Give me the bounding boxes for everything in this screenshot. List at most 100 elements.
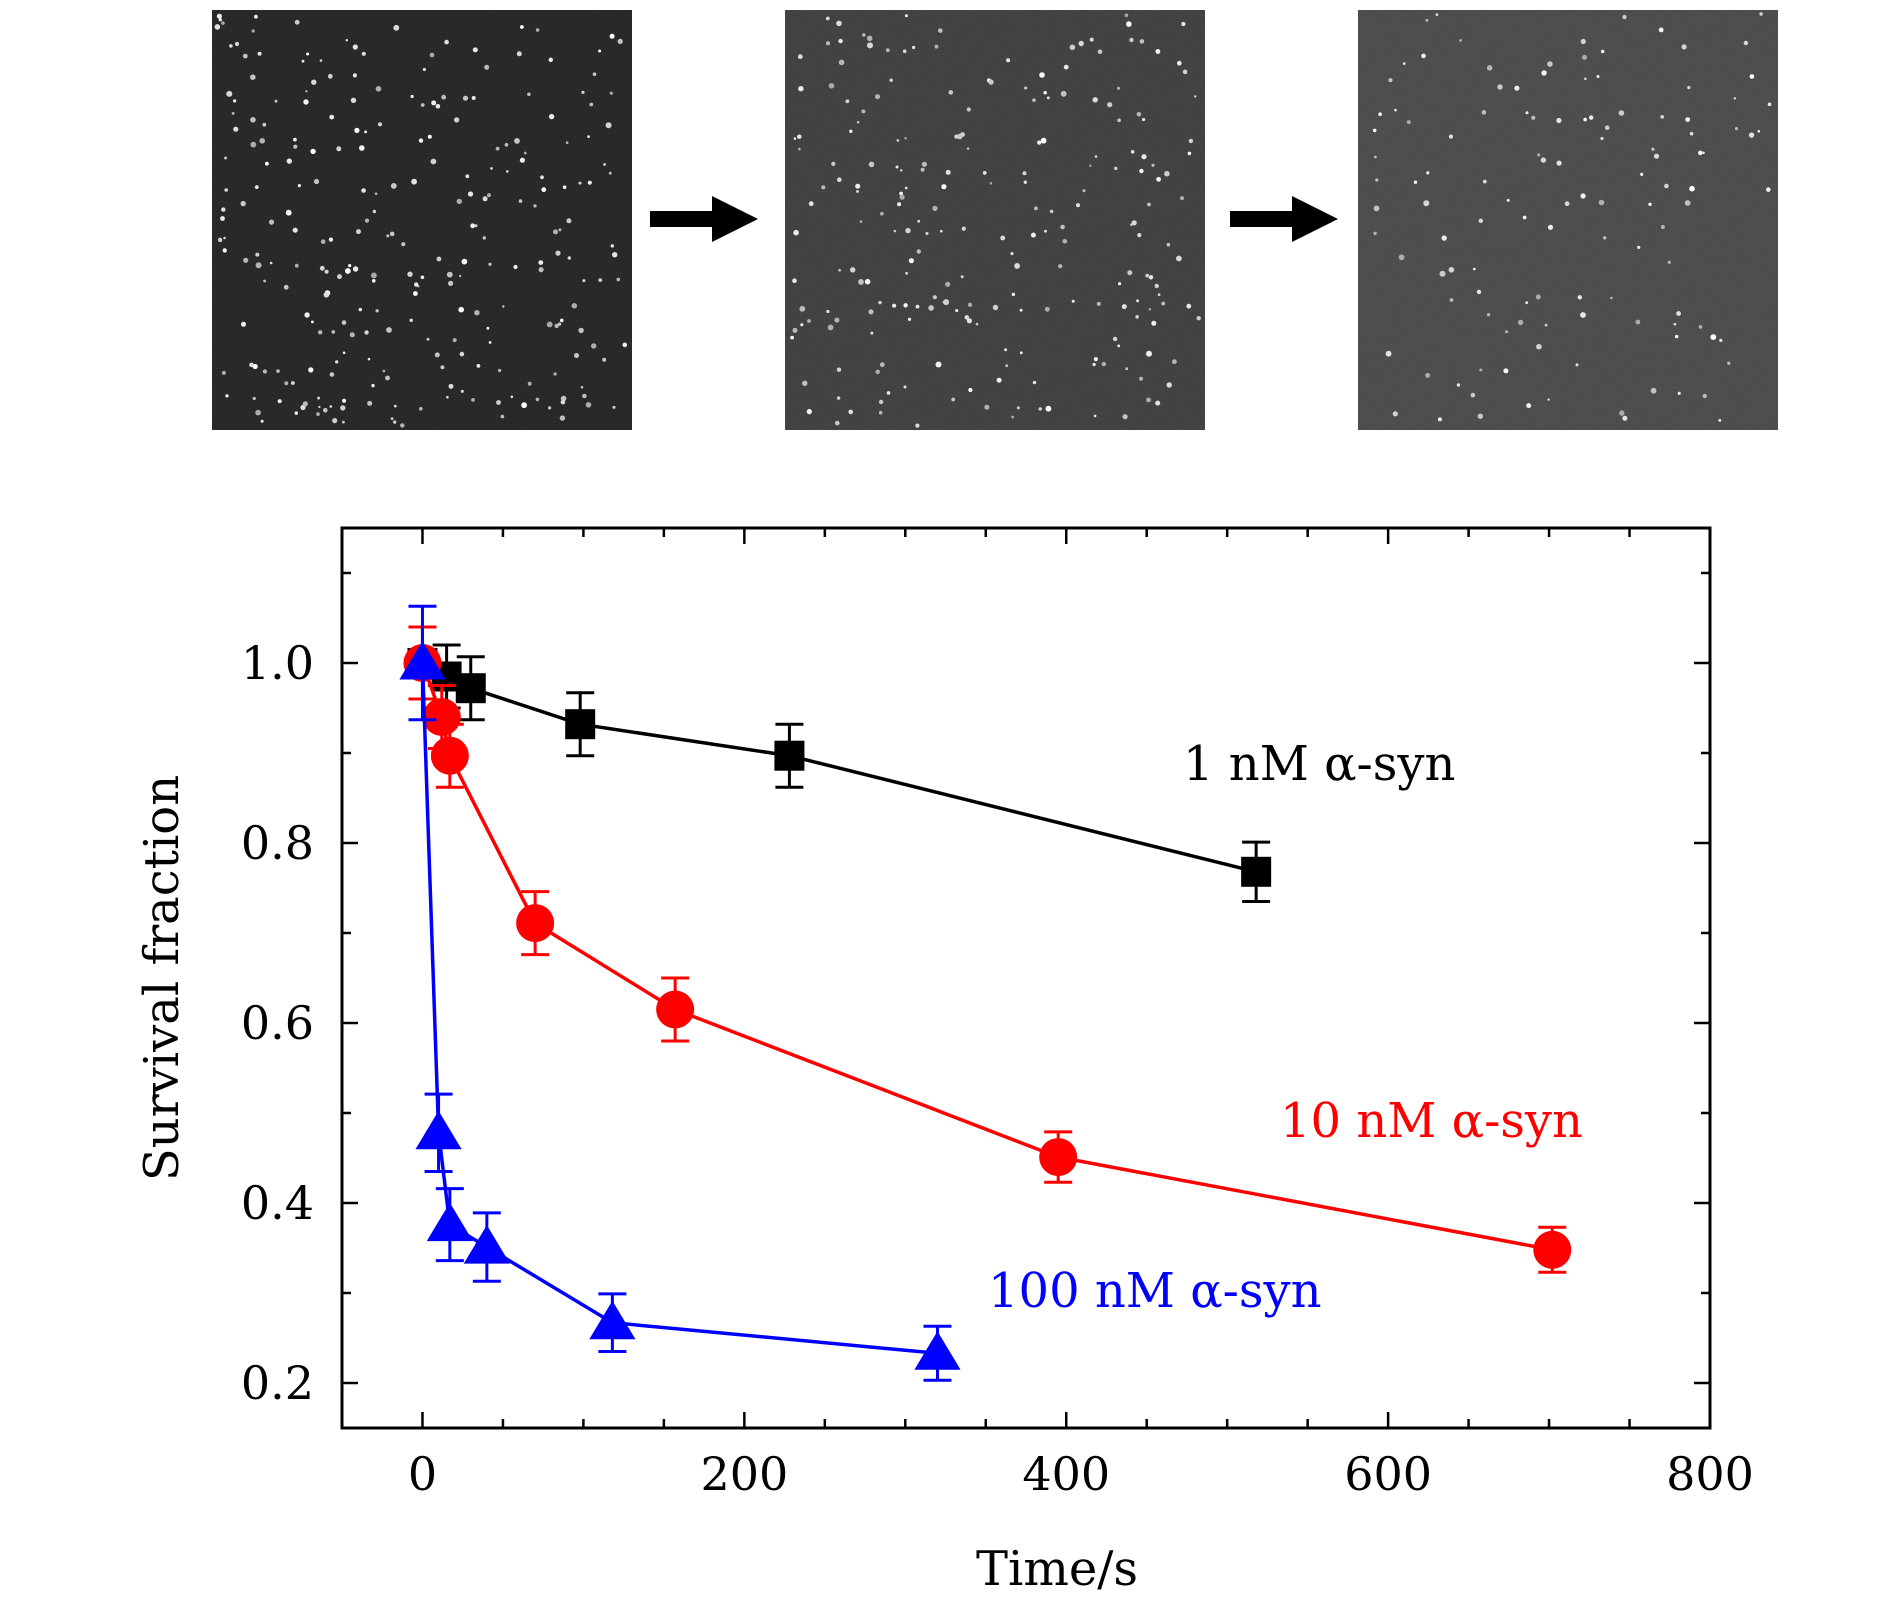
speckle bbox=[1146, 350, 1152, 357]
speckle bbox=[390, 417, 394, 420]
speckle bbox=[1030, 232, 1036, 238]
speckle bbox=[1676, 311, 1681, 316]
speckle bbox=[498, 368, 502, 373]
y-tick-label: 1.0 bbox=[241, 636, 314, 690]
speckle bbox=[304, 312, 310, 318]
speckle bbox=[249, 362, 254, 368]
speckle bbox=[1556, 117, 1562, 124]
micrograph-1 bbox=[212, 10, 632, 430]
speckle bbox=[1437, 417, 1442, 422]
speckle bbox=[880, 211, 884, 216]
speckle bbox=[1063, 64, 1069, 70]
speckle bbox=[444, 39, 449, 45]
speckle bbox=[580, 385, 584, 389]
speckle bbox=[565, 141, 569, 145]
speckle bbox=[294, 263, 299, 268]
speckle bbox=[407, 271, 413, 277]
speckle bbox=[1014, 263, 1020, 269]
speckle bbox=[294, 19, 300, 25]
speckle bbox=[1660, 115, 1665, 119]
speckle bbox=[1093, 414, 1097, 418]
speckle bbox=[826, 309, 830, 314]
speckle bbox=[961, 226, 966, 231]
speckle bbox=[861, 109, 866, 114]
speckle bbox=[1092, 97, 1098, 103]
speckle bbox=[284, 381, 289, 386]
speckle bbox=[1749, 74, 1755, 79]
speckle bbox=[319, 265, 325, 271]
speckle bbox=[358, 307, 362, 312]
speckle bbox=[401, 242, 406, 247]
speckle bbox=[1124, 13, 1129, 18]
speckle bbox=[1141, 154, 1147, 160]
speckle bbox=[1698, 325, 1703, 329]
speckle bbox=[1580, 312, 1586, 318]
speckle bbox=[1766, 187, 1771, 192]
speckle bbox=[1637, 245, 1641, 249]
speckle bbox=[1734, 127, 1739, 131]
speckle bbox=[1547, 398, 1550, 401]
speckle bbox=[486, 326, 490, 330]
data-point bbox=[430, 736, 469, 775]
speckle bbox=[504, 143, 509, 147]
speckle bbox=[1687, 86, 1691, 90]
speckle bbox=[940, 229, 943, 233]
speckle bbox=[1107, 102, 1113, 108]
speckle bbox=[1536, 343, 1542, 350]
speckle bbox=[878, 399, 884, 405]
speckle bbox=[436, 256, 442, 262]
speckle bbox=[1448, 134, 1453, 139]
speckle bbox=[1032, 380, 1037, 385]
speckle bbox=[932, 205, 938, 211]
speckle bbox=[903, 385, 907, 389]
speckle bbox=[826, 41, 830, 46]
speckle bbox=[420, 103, 425, 107]
speckle bbox=[233, 126, 239, 132]
speckle bbox=[348, 264, 352, 268]
speckle bbox=[988, 79, 994, 85]
speckle bbox=[885, 48, 890, 53]
speckle bbox=[1118, 282, 1122, 286]
speckle bbox=[242, 53, 248, 59]
speckle bbox=[790, 335, 794, 340]
speckle bbox=[1402, 62, 1406, 65]
speckle bbox=[1547, 61, 1553, 67]
speckle bbox=[541, 187, 547, 193]
speckle bbox=[214, 24, 221, 30]
speckle bbox=[1142, 117, 1146, 122]
speckle bbox=[1096, 301, 1101, 306]
speckle bbox=[337, 274, 342, 280]
speckle bbox=[250, 141, 257, 148]
speckle bbox=[389, 231, 395, 237]
speckle bbox=[377, 122, 383, 127]
speckle bbox=[806, 409, 812, 415]
speckle bbox=[1062, 238, 1068, 244]
speckle bbox=[413, 291, 418, 296]
speckle bbox=[800, 323, 804, 327]
speckle bbox=[221, 207, 226, 212]
speckle bbox=[1388, 78, 1393, 83]
speckle bbox=[331, 330, 336, 334]
speckle bbox=[1718, 419, 1722, 422]
speckle bbox=[394, 404, 397, 408]
speckle bbox=[262, 369, 267, 374]
speckle bbox=[1078, 40, 1084, 47]
speckle bbox=[472, 47, 478, 53]
speckle bbox=[427, 134, 432, 139]
speckle bbox=[1022, 171, 1027, 176]
speckle bbox=[838, 268, 841, 272]
series-label-10nm: 10 nM α-syn bbox=[1280, 1093, 1583, 1149]
speckle bbox=[229, 44, 233, 48]
speckle bbox=[1372, 128, 1377, 133]
speckle bbox=[1097, 49, 1103, 54]
speckle bbox=[989, 182, 993, 185]
speckle bbox=[393, 24, 400, 31]
speckle bbox=[305, 90, 308, 93]
speckle bbox=[323, 408, 328, 413]
speckle bbox=[1589, 115, 1594, 120]
speckle bbox=[1161, 301, 1166, 306]
speckle bbox=[518, 199, 523, 203]
speckle bbox=[523, 151, 527, 155]
speckle bbox=[921, 161, 928, 167]
